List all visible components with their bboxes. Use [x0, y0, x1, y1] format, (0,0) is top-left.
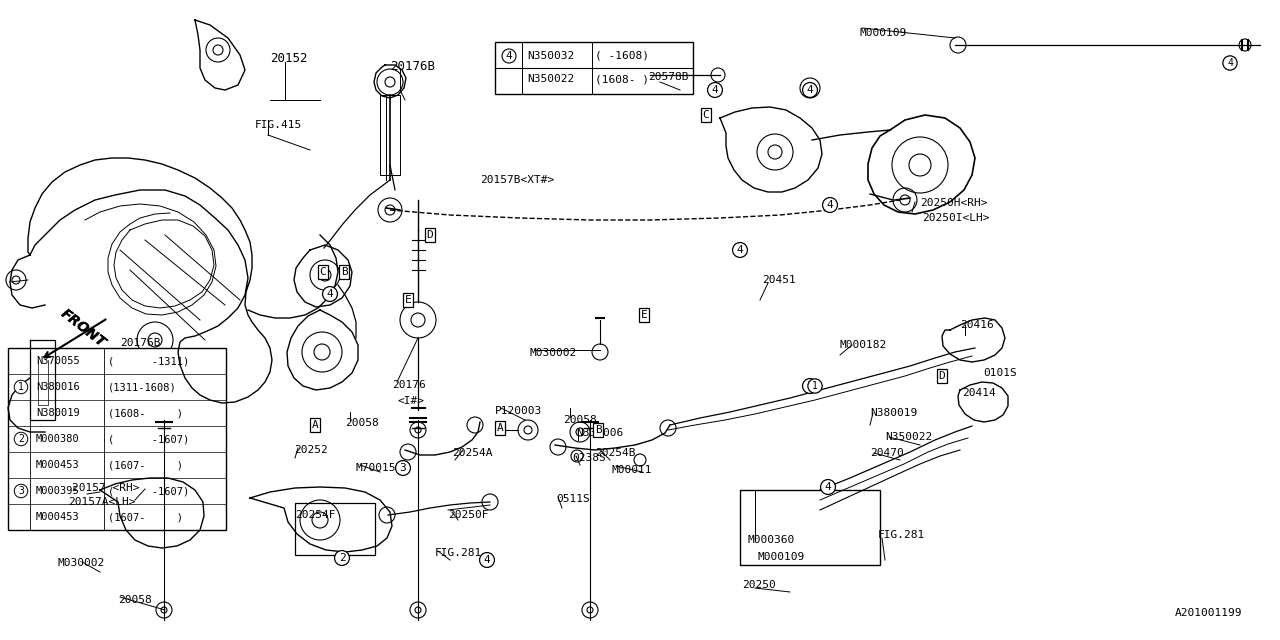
Text: 20176B: 20176B — [390, 60, 435, 73]
Text: 20414: 20414 — [963, 388, 996, 398]
Text: B: B — [595, 425, 602, 435]
Text: N380019: N380019 — [870, 408, 918, 418]
Text: M000182: M000182 — [840, 340, 887, 350]
Text: 20254F: 20254F — [294, 510, 335, 520]
Text: 20254A: 20254A — [452, 448, 493, 458]
Text: 4: 4 — [1228, 58, 1233, 68]
Text: B: B — [340, 267, 347, 277]
Text: (      -1607): ( -1607) — [108, 434, 189, 444]
Text: M030002: M030002 — [58, 558, 105, 568]
Text: 20416: 20416 — [960, 320, 993, 330]
Text: (1607-     ): (1607- ) — [108, 460, 183, 470]
Text: (      -1311): ( -1311) — [108, 356, 189, 366]
Text: 20470: 20470 — [870, 448, 904, 458]
Text: 0238S: 0238S — [572, 453, 605, 463]
Text: FIG.415: FIG.415 — [255, 120, 302, 130]
Text: FRONT: FRONT — [58, 306, 109, 350]
Text: 20152: 20152 — [270, 52, 307, 65]
Text: M000395: M000395 — [36, 486, 79, 496]
Text: (1311-1608): (1311-1608) — [108, 382, 177, 392]
Text: M000380: M000380 — [36, 434, 79, 444]
Text: 20157B<XT#>: 20157B<XT#> — [480, 175, 554, 185]
Text: N350022: N350022 — [884, 432, 932, 442]
Text: 20252: 20252 — [294, 445, 328, 455]
Text: 4: 4 — [808, 83, 813, 93]
Text: M000453: M000453 — [36, 512, 79, 522]
Text: C: C — [320, 267, 326, 277]
Text: A: A — [311, 420, 319, 430]
Bar — [740, 490, 881, 565]
Text: E: E — [640, 310, 648, 320]
Text: 20451: 20451 — [762, 275, 796, 285]
Text: <I#>: <I#> — [398, 396, 425, 406]
Text: 1: 1 — [806, 381, 813, 391]
Bar — [380, 95, 399, 175]
Text: (      -1607): ( -1607) — [108, 486, 189, 496]
Bar — [294, 503, 375, 555]
Bar — [495, 42, 692, 94]
Text: N330006: N330006 — [576, 428, 623, 438]
Text: 4: 4 — [736, 245, 744, 255]
Text: 20157 <RH>: 20157 <RH> — [72, 483, 140, 493]
Text: M000109: M000109 — [758, 552, 805, 562]
Text: A201001199: A201001199 — [1175, 608, 1243, 618]
Bar — [8, 348, 227, 530]
Text: FIG.281: FIG.281 — [435, 548, 483, 558]
Text: N370055: N370055 — [36, 356, 79, 366]
Text: N350032: N350032 — [527, 51, 575, 61]
Text: C: C — [703, 110, 709, 120]
Text: (1608-     ): (1608- ) — [108, 408, 183, 418]
Text: 4: 4 — [824, 482, 832, 492]
Text: 20058: 20058 — [346, 418, 379, 428]
Text: E: E — [404, 295, 411, 305]
Text: 20250I<LH>: 20250I<LH> — [922, 213, 989, 223]
Text: 0101S: 0101S — [983, 368, 1016, 378]
Text: 4: 4 — [326, 289, 333, 299]
Text: 20176B: 20176B — [120, 338, 160, 348]
Text: 20250H<RH>: 20250H<RH> — [920, 198, 987, 208]
Text: (1607-     ): (1607- ) — [108, 512, 183, 522]
Text: A: A — [497, 423, 503, 433]
Text: 1: 1 — [18, 382, 24, 392]
Text: M000109: M000109 — [860, 28, 908, 38]
Text: 20157A<LH>: 20157A<LH> — [68, 497, 136, 507]
Text: P120003: P120003 — [495, 406, 543, 416]
Text: 2: 2 — [339, 553, 346, 563]
Text: 2: 2 — [18, 434, 24, 444]
Text: 20176: 20176 — [392, 380, 426, 390]
Text: 4: 4 — [506, 51, 512, 61]
Text: 4: 4 — [827, 200, 833, 210]
Text: FRONT: FRONT — [58, 306, 109, 350]
Text: M000453: M000453 — [36, 460, 79, 470]
Text: 20250F: 20250F — [448, 510, 489, 520]
Text: 3: 3 — [18, 486, 24, 496]
Text: ( -1608): ( -1608) — [595, 51, 649, 61]
Text: M000360: M000360 — [748, 535, 795, 545]
Text: 4: 4 — [484, 555, 490, 565]
Text: 3: 3 — [399, 463, 406, 473]
Text: M030002: M030002 — [530, 348, 577, 358]
Text: 20058: 20058 — [118, 595, 152, 605]
Text: N380019: N380019 — [36, 408, 79, 418]
Text: D: D — [426, 230, 434, 240]
Text: 0511S: 0511S — [556, 494, 590, 504]
Text: 4: 4 — [712, 85, 718, 95]
Text: 20058: 20058 — [563, 415, 596, 425]
Text: 20578B: 20578B — [648, 72, 689, 82]
Text: 4: 4 — [806, 85, 813, 95]
Text: 20254B: 20254B — [595, 448, 635, 458]
Text: N380016: N380016 — [36, 382, 79, 392]
Text: M700154: M700154 — [355, 463, 402, 473]
Text: (1608- ): (1608- ) — [595, 74, 649, 84]
Text: M00011: M00011 — [612, 465, 653, 475]
Text: N350022: N350022 — [527, 74, 575, 84]
Text: 1: 1 — [812, 381, 818, 391]
Text: FIG.281: FIG.281 — [878, 530, 925, 540]
Text: D: D — [938, 371, 946, 381]
Text: 20250: 20250 — [742, 580, 776, 590]
